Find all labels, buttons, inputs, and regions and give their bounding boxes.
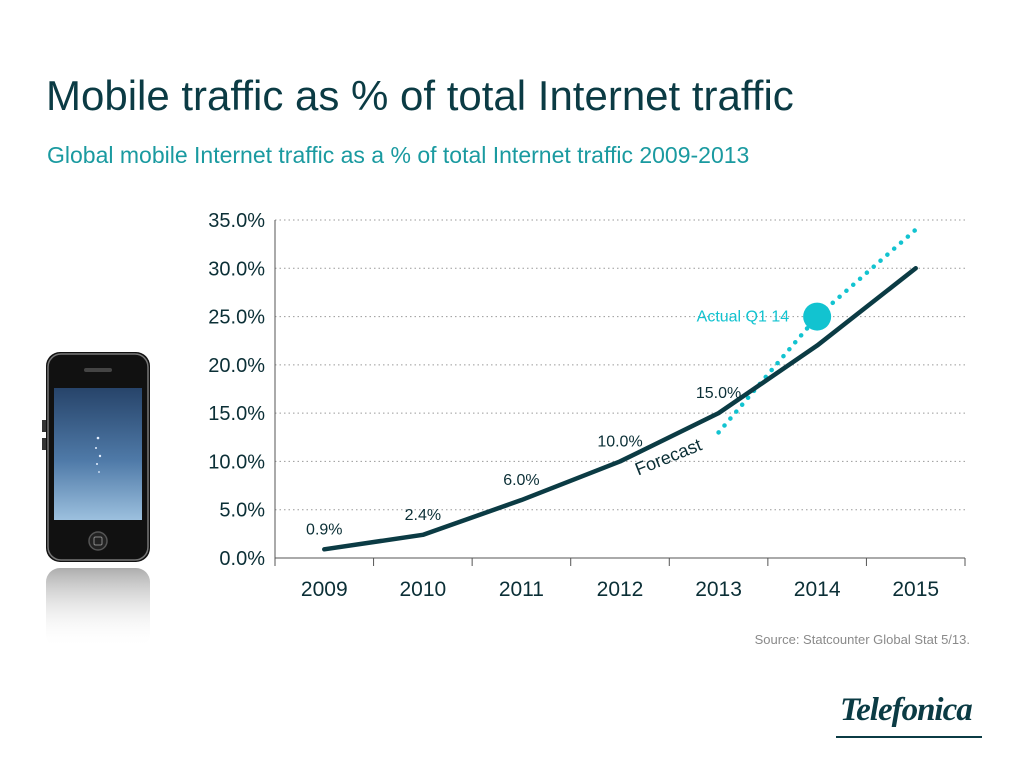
y-tick-label: 0.0%: [219, 548, 265, 570]
logo-text: Telefonica: [840, 692, 973, 728]
data-label: 2.4%: [405, 507, 441, 524]
y-tick-label: 15.0%: [208, 403, 265, 425]
y-tick-label: 20.0%: [208, 355, 265, 377]
data-label: 15.0%: [696, 385, 741, 402]
data-label: 10.0%: [597, 433, 642, 450]
x-tick-label: 2010: [399, 578, 446, 601]
chart-labels: 0.0% 5.0% 10.0% 15.0% 20.0% 25.0% 30.0% 35.0% 20…: [208, 210, 939, 601]
chart-series: [322, 227, 918, 552]
forecast-series-line: [716, 227, 918, 435]
telefonica-logo: Telefonica: [836, 692, 982, 740]
slide-subtitle: Global mobile Internet traffic as a % of…: [47, 142, 750, 168]
x-tick-label: 2014: [794, 578, 841, 601]
grid-lines: [275, 219, 965, 511]
y-tick-label: 5.0%: [219, 500, 265, 522]
x-tick-label: 2015: [892, 578, 939, 601]
x-tick-label: 2012: [597, 578, 644, 601]
source-note: Source: Statcounter Global Stat 5/13.: [754, 632, 970, 647]
actual-q1-marker: [803, 302, 832, 331]
data-label: 0.9%: [306, 521, 342, 538]
y-tick-label: 10.0%: [208, 451, 265, 473]
x-tick-label: 2011: [499, 578, 544, 601]
slide-title: Mobile traffic as % of total Internet tr…: [46, 72, 794, 119]
x-tick-label: 2009: [301, 578, 348, 601]
chart-axes: [274, 220, 966, 566]
y-tick-label: 35.0%: [208, 210, 265, 232]
data-label: 6.0%: [503, 472, 539, 489]
y-tick-label: 30.0%: [208, 258, 265, 280]
smartphone-icon: [42, 352, 150, 648]
logo-underline: [836, 736, 982, 738]
forecast-label: Forecast: [632, 435, 704, 480]
actual-q1-label: Actual Q1 14: [697, 309, 790, 326]
x-tick-label: 2013: [695, 578, 742, 601]
y-tick-label: 25.0%: [208, 307, 265, 329]
main-series-line: [322, 266, 918, 552]
